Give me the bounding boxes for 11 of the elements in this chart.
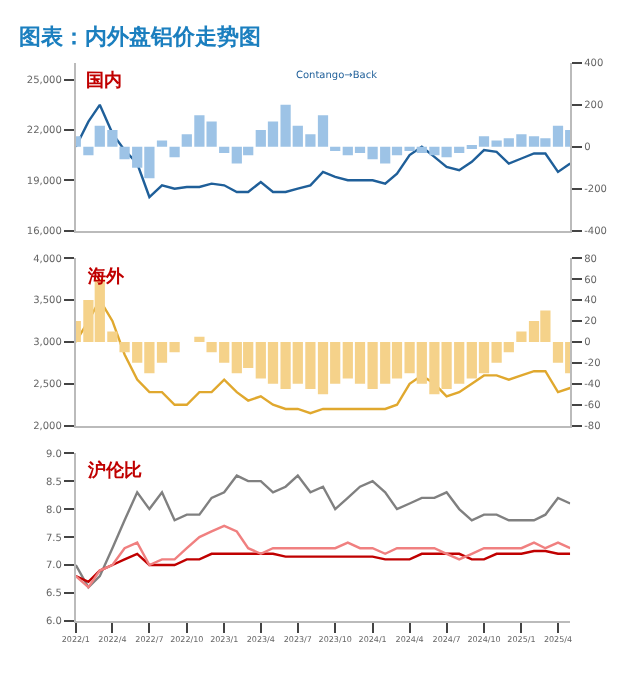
annotation: 国内 bbox=[86, 70, 122, 92]
line-series bbox=[75, 103, 571, 199]
bar bbox=[169, 146, 180, 158]
bar bbox=[156, 140, 168, 147]
line-series bbox=[75, 549, 571, 583]
chart-title: 图表：内外盘铝价走势图 bbox=[19, 24, 262, 50]
bar bbox=[194, 336, 205, 342]
line-series bbox=[75, 524, 571, 589]
annotation: 海外 bbox=[86, 266, 126, 288]
bar bbox=[83, 146, 94, 156]
annotation: 沪伦比 bbox=[86, 460, 142, 482]
